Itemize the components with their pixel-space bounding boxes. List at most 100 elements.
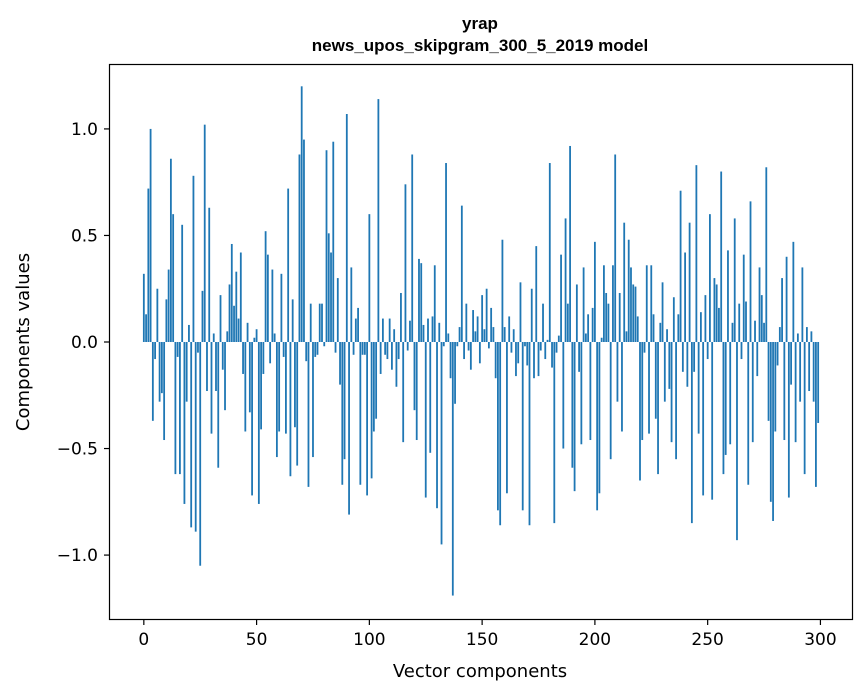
bar bbox=[309, 303, 312, 342]
bar bbox=[219, 295, 222, 342]
bar bbox=[803, 342, 806, 475]
bar bbox=[445, 163, 447, 342]
bar bbox=[494, 342, 497, 379]
bar bbox=[266, 254, 269, 342]
bar bbox=[298, 154, 301, 342]
bar bbox=[226, 331, 229, 342]
bar bbox=[709, 214, 711, 342]
bar bbox=[582, 267, 585, 342]
bar bbox=[348, 342, 350, 515]
bar bbox=[614, 154, 617, 342]
x-tick-label: 0 bbox=[138, 630, 149, 650]
bar bbox=[228, 284, 231, 342]
bar bbox=[720, 171, 723, 342]
bar bbox=[415, 342, 418, 441]
bar bbox=[197, 342, 199, 353]
bar bbox=[524, 342, 526, 347]
bar bbox=[345, 114, 348, 342]
bar bbox=[388, 318, 391, 342]
bar bbox=[650, 265, 653, 342]
bar bbox=[447, 333, 450, 342]
bar bbox=[154, 342, 156, 360]
bar bbox=[546, 339, 549, 342]
bar bbox=[756, 342, 759, 377]
bar bbox=[584, 333, 587, 342]
bar bbox=[142, 273, 145, 342]
bar bbox=[690, 342, 693, 524]
bar bbox=[715, 284, 718, 342]
bar bbox=[593, 241, 596, 342]
bar bbox=[515, 342, 517, 377]
bar bbox=[618, 292, 621, 342]
bar bbox=[487, 342, 490, 349]
bar bbox=[433, 265, 436, 342]
bar bbox=[147, 188, 150, 342]
bar bbox=[510, 342, 513, 353]
bar bbox=[145, 314, 147, 342]
bar bbox=[257, 342, 260, 504]
bar bbox=[542, 303, 544, 342]
bar bbox=[215, 342, 217, 392]
bar bbox=[359, 342, 362, 485]
bar bbox=[679, 190, 682, 342]
bar bbox=[199, 342, 202, 566]
bar bbox=[294, 342, 296, 428]
bar bbox=[740, 342, 743, 360]
bar bbox=[291, 299, 294, 342]
bar bbox=[490, 307, 493, 342]
bar bbox=[787, 342, 790, 498]
bar bbox=[736, 342, 738, 541]
bar bbox=[578, 342, 580, 372]
bar bbox=[151, 342, 154, 421]
bar bbox=[564, 218, 567, 342]
bar bbox=[366, 342, 368, 496]
bar bbox=[424, 342, 427, 498]
bar bbox=[796, 333, 799, 342]
bar bbox=[569, 145, 571, 342]
bar bbox=[438, 322, 441, 342]
bar bbox=[573, 342, 576, 492]
bar bbox=[172, 214, 175, 342]
bar bbox=[381, 318, 384, 342]
y-tick-label: 0.5 bbox=[71, 226, 98, 246]
y-tick-label: −0.5 bbox=[57, 440, 98, 460]
bar bbox=[334, 342, 337, 353]
bar bbox=[402, 342, 405, 443]
bar bbox=[805, 327, 808, 342]
bar bbox=[659, 322, 662, 342]
bar bbox=[478, 342, 481, 364]
x-tick-label: 200 bbox=[579, 630, 611, 650]
bar bbox=[566, 303, 569, 342]
bar bbox=[512, 329, 515, 342]
bar bbox=[246, 322, 249, 342]
bar bbox=[589, 342, 592, 441]
bar bbox=[260, 342, 262, 430]
bar bbox=[733, 218, 736, 342]
bar bbox=[248, 342, 251, 413]
bar bbox=[598, 342, 601, 494]
x-axis-ticks: 0 50 100 150 200 250 300 bbox=[138, 619, 837, 650]
bar bbox=[375, 342, 378, 419]
bar bbox=[397, 342, 400, 360]
bar bbox=[201, 290, 204, 342]
bar bbox=[203, 124, 206, 342]
bar bbox=[560, 254, 562, 342]
bar bbox=[758, 267, 761, 342]
bar bbox=[697, 342, 700, 434]
bar bbox=[316, 342, 319, 355]
bar bbox=[587, 314, 590, 342]
bar bbox=[278, 342, 281, 432]
bar bbox=[384, 342, 387, 355]
bar bbox=[287, 188, 290, 342]
bar bbox=[808, 342, 811, 392]
bar bbox=[815, 342, 817, 487]
bar bbox=[370, 342, 373, 479]
bar bbox=[449, 342, 452, 379]
bar bbox=[530, 288, 533, 342]
bar bbox=[469, 342, 472, 370]
bar bbox=[686, 342, 689, 387]
bar bbox=[645, 265, 648, 342]
bar bbox=[517, 342, 520, 364]
bar bbox=[634, 286, 637, 342]
